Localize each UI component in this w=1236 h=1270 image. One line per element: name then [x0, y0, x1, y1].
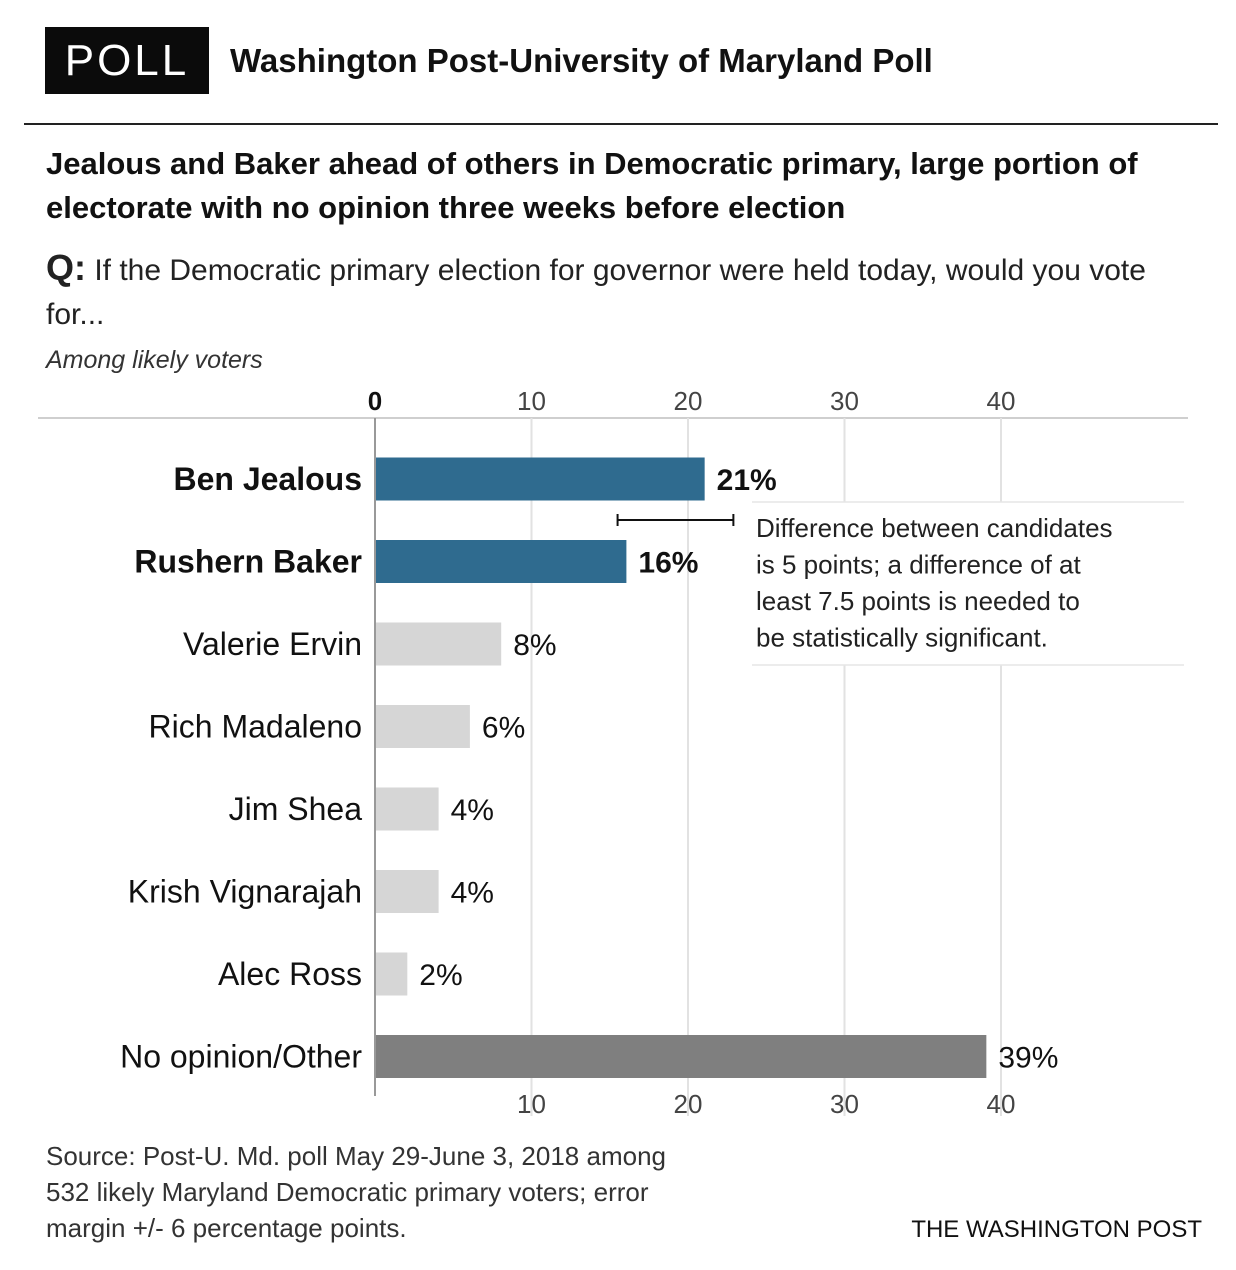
- tick-label-20: 20: [674, 386, 703, 416]
- bar-3: [376, 622, 502, 666]
- poll-title: Washington Post-University of Maryland P…: [230, 42, 933, 79]
- publisher-credit: THE WASHINGTON POST: [911, 1216, 1202, 1243]
- category-label-5: Jim Shea: [229, 791, 363, 827]
- category-label-6: Krish Vignarajah: [128, 874, 362, 910]
- tick-label-bottom-20: 20: [674, 1089, 703, 1119]
- question-text: If the Democratic primary election for g…: [46, 254, 1146, 331]
- tick-label-10: 10: [517, 386, 546, 416]
- tick-label-bottom-10: 10: [517, 1089, 546, 1119]
- bar-chart: 0 10 10 20 20 30 30 40 40 Ben Jealous 21% Rushern B…: [38, 386, 1188, 1119]
- category-label-2: Rushern Baker: [134, 544, 362, 580]
- annotation-box: [752, 502, 1184, 665]
- category-label-1: Ben Jealous: [173, 461, 362, 497]
- bar-6: [376, 870, 439, 913]
- category-label-3: Valerie Ervin: [183, 626, 362, 662]
- value-label-8: 39%: [998, 1042, 1058, 1075]
- tick-label-bottom-40: 40: [987, 1089, 1016, 1119]
- value-label-3: 8%: [513, 629, 556, 662]
- question-prefix: Q:: [46, 247, 86, 288]
- bar-2: [376, 540, 627, 583]
- bar-7: [376, 952, 408, 996]
- tick-label-0: 0: [368, 386, 382, 416]
- value-label-1: 21%: [717, 464, 777, 497]
- value-label-5: 4%: [451, 794, 494, 827]
- value-label-6: 4%: [451, 877, 494, 910]
- poll-question: Q: If the Democratic primary election fo…: [46, 246, 1166, 337]
- tick-label-30: 30: [830, 386, 859, 416]
- bar-1: [376, 457, 705, 501]
- population-note: Among likely voters: [46, 346, 263, 374]
- value-label-4: 6%: [482, 712, 525, 745]
- poll-badge: POLL: [45, 27, 209, 94]
- chart-headline: Jealous and Baker ahead of others in Dem…: [46, 146, 1138, 225]
- tick-label-40: 40: [987, 386, 1016, 416]
- annotation-text: Difference between candidates is 5 points…: [756, 513, 1113, 653]
- bar-8: [376, 1035, 987, 1078]
- tick-label-bottom-30: 30: [830, 1089, 859, 1119]
- category-label-7: Alec Ross: [218, 956, 362, 992]
- value-label-2: 16%: [638, 547, 698, 580]
- source-note: Source: Post-U. Md. poll May 29-June 3, …: [46, 1141, 666, 1243]
- value-label-7: 2%: [419, 959, 462, 992]
- header-divider: [24, 123, 1218, 125]
- bar-5: [376, 787, 439, 831]
- category-label-4: Rich Madaleno: [149, 709, 362, 745]
- category-label-8: No opinion/Other: [120, 1039, 362, 1075]
- bar-4: [376, 705, 470, 748]
